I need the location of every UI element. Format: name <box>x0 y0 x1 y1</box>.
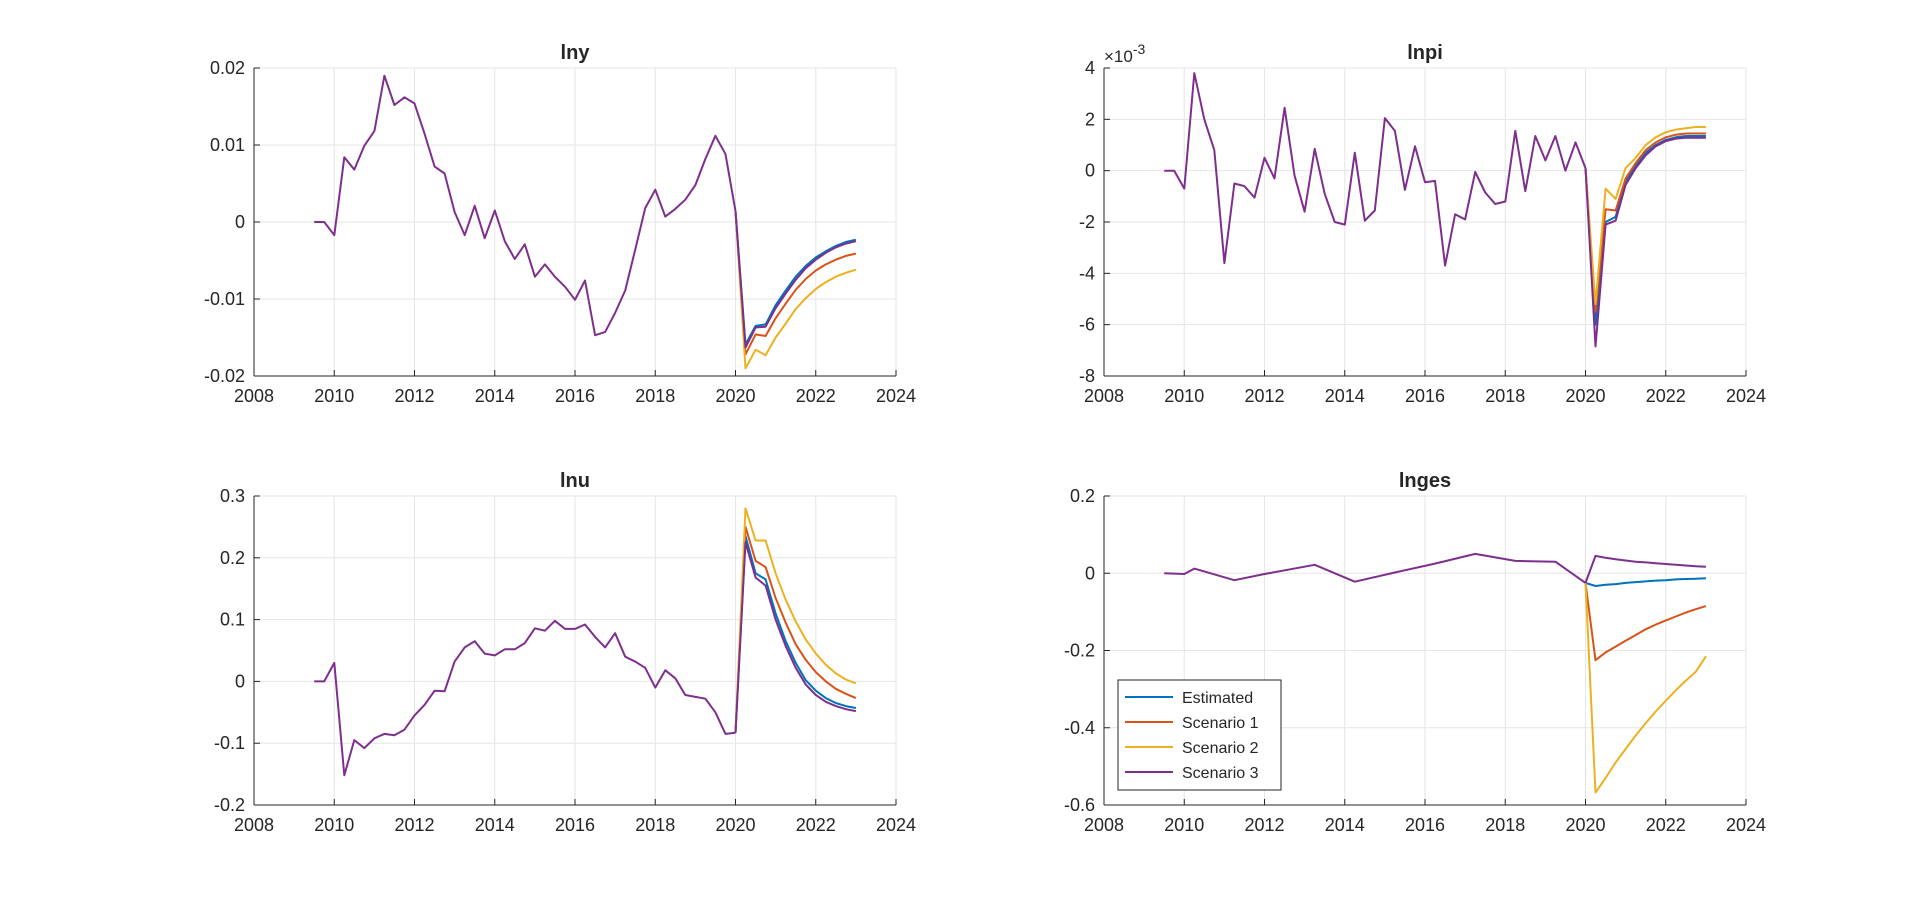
series-line-estimated <box>734 211 857 346</box>
series-line-scenario-2 <box>1584 126 1706 306</box>
series-line-scenario-2 <box>734 211 857 370</box>
x-tick-label: 2010 <box>314 815 354 835</box>
y-tick-label: 0.2 <box>220 548 245 568</box>
panel-lnu: 2008 2010 2012 2014 2016 2018 2020 2022 2024 -0.2… <box>214 470 916 835</box>
series-line-estimated <box>1585 577 1706 587</box>
x-tick-label: 2022 <box>1646 386 1686 406</box>
x-tick-label: 2020 <box>1565 815 1605 835</box>
series-group <box>1164 552 1707 794</box>
x-tick-label: 2014 <box>1325 815 1365 835</box>
y-tick-label: 0.01 <box>210 135 245 155</box>
series-line-history <box>1164 552 1587 584</box>
x-tick-label: 2018 <box>1485 815 1525 835</box>
y-tick-label: -0.2 <box>1064 641 1095 661</box>
series-group <box>314 74 857 370</box>
series-line-scenario-3 <box>734 541 857 733</box>
x-tick-label: 2012 <box>1244 815 1284 835</box>
y-tick-label: 0 <box>235 671 245 691</box>
chart-title: lnu <box>560 470 590 492</box>
x-tick-label: 2010 <box>1164 386 1204 406</box>
series-line-scenario-1 <box>734 525 857 733</box>
y-tick-label: -2 <box>1079 212 1095 232</box>
x-tick-label: 2010 <box>314 386 354 406</box>
series-line-scenario-1 <box>734 211 857 356</box>
x-tick-label: 2012 <box>394 815 434 835</box>
x-tick-label: 2016 <box>555 815 595 835</box>
x-tick-label: 2014 <box>1325 386 1365 406</box>
chart-title: lnges <box>1399 470 1451 492</box>
x-tick-label: 2024 <box>1726 386 1766 406</box>
y-tick-label: -8 <box>1079 366 1095 386</box>
x-tick-label: 2010 <box>1164 815 1204 835</box>
y-tick-label: -0.1 <box>214 733 245 753</box>
legend-label: Scenario 1 <box>1182 715 1259 732</box>
series-line-history <box>314 619 736 777</box>
x-tick-label: 2020 <box>1565 386 1605 406</box>
series-line-history <box>1164 72 1587 267</box>
x-tick-label: 2008 <box>1084 815 1124 835</box>
series-group <box>314 507 857 777</box>
y-tick-label: 0 <box>1085 563 1095 583</box>
x-tick-label: 2024 <box>876 815 916 835</box>
x-tick-label: 2018 <box>635 815 675 835</box>
y-tick-label: 0.3 <box>220 486 245 506</box>
y-tick-label: -0.02 <box>204 366 245 386</box>
y-tick-label: 0 <box>1085 161 1095 181</box>
x-tick-label: 2018 <box>635 386 675 406</box>
panel-lnpi: 2008 2010 2012 2014 2016 2018 2020 2022 2024 -8 -6… <box>1079 41 1766 406</box>
x-tick-label: 2012 <box>394 386 434 406</box>
legend: Estimated Scenario 1 Scenario 2 Scenario 3 <box>1117 679 1282 791</box>
y-tick-label: 0 <box>235 212 245 232</box>
series-line-history <box>314 74 737 337</box>
panel-lnges: 2008 2010 2012 2014 2016 2018 2020 2022 2024 -0.6… <box>1064 470 1766 835</box>
x-tick-label: 2016 <box>555 386 595 406</box>
legend-label: Scenario 3 <box>1182 765 1259 782</box>
y-tick-label: -0.4 <box>1064 718 1095 738</box>
series-line-estimated <box>734 535 857 733</box>
x-tick-label: 2018 <box>1485 386 1525 406</box>
legend-label: Estimated <box>1182 690 1253 707</box>
x-tick-label: 2022 <box>796 815 836 835</box>
x-tick-label: 2022 <box>1646 815 1686 835</box>
x-tick-label: 2008 <box>234 386 274 406</box>
x-tick-label: 2020 <box>715 815 755 835</box>
x-tick-label: 2022 <box>796 386 836 406</box>
x-tick-label: 2020 <box>715 386 755 406</box>
y-tick-label: -4 <box>1079 263 1095 283</box>
y-tick-label: -0.01 <box>204 289 245 309</box>
legend-label: Scenario 2 <box>1182 740 1259 757</box>
series-line-scenario-3 <box>1584 136 1706 348</box>
x-tick-label: 2008 <box>1084 386 1124 406</box>
y-tick-label: 0.1 <box>220 610 245 630</box>
series-line-scenario-3 <box>734 211 857 349</box>
y-axis-multiplier: ×10-3 <box>1104 41 1146 66</box>
y-tick-label: -0.2 <box>214 795 245 815</box>
y-tick-label: 0.02 <box>210 58 245 78</box>
chart-title: lny <box>561 42 591 64</box>
x-tick-label: 2012 <box>1244 386 1284 406</box>
series-line-scenario-2 <box>734 507 857 733</box>
chart-title: lnpi <box>1407 42 1443 64</box>
series-line-scenario-3 <box>1584 554 1706 584</box>
x-tick-label: 2014 <box>475 815 515 835</box>
series-line-estimated <box>1584 135 1706 326</box>
y-tick-label: 4 <box>1085 58 1095 78</box>
y-tick-label: -6 <box>1079 315 1095 335</box>
series-line-scenario-1 <box>1584 582 1707 662</box>
series-line-scenario-2 <box>1584 582 1707 794</box>
series-line-scenario-1 <box>1584 132 1706 313</box>
x-tick-label: 2024 <box>876 386 916 406</box>
x-tick-label: 2024 <box>1726 815 1766 835</box>
series-group <box>1164 72 1706 348</box>
x-tick-label: 2016 <box>1405 386 1445 406</box>
x-tick-label: 2016 <box>1405 815 1445 835</box>
x-tick-label: 2014 <box>475 386 515 406</box>
y-tick-label: -0.6 <box>1064 795 1095 815</box>
x-tick-label: 2008 <box>234 815 274 835</box>
panel-lny: 2008 2010 2012 2014 2016 2018 2020 2022 2024 -0.0… <box>204 42 916 406</box>
y-tick-label: 2 <box>1085 109 1095 129</box>
y-tick-label: 0.2 <box>1070 486 1095 506</box>
